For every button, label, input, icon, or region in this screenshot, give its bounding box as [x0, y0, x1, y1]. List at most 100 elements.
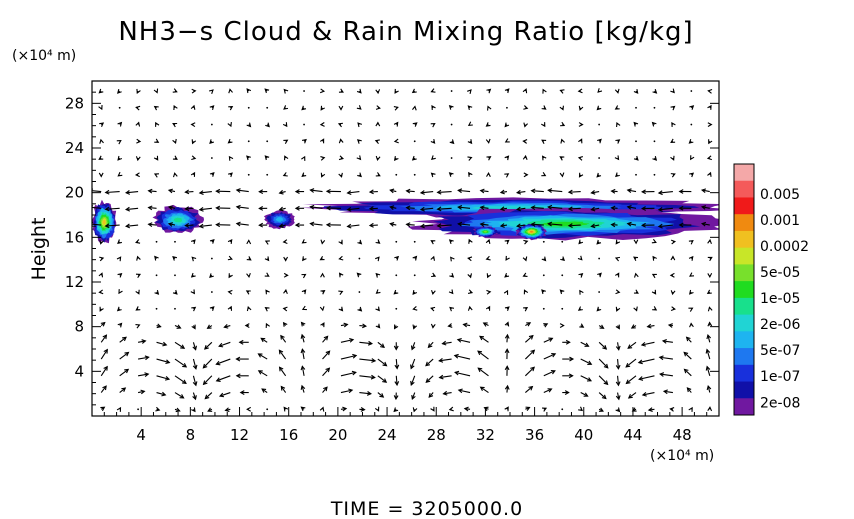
wind-arrow-head — [626, 221, 632, 227]
wind-arrow-head — [374, 406, 380, 412]
wind-arrow — [524, 366, 535, 377]
wind-arrow — [598, 358, 609, 369]
wind-arrow-head — [135, 105, 141, 111]
wind-arrow — [701, 223, 710, 226]
wind-arrow-head — [228, 88, 233, 94]
wind-arrow — [428, 341, 434, 348]
wind-arrow-head — [567, 206, 573, 212]
wind-arrow-head — [278, 189, 284, 195]
wind-arrow-head — [393, 106, 399, 111]
colorbar: 0.005 0.001 0.0002 5e-05 1e-05 2e-06 5e-07 1e-0… — [733, 163, 809, 416]
wind-arrow-head — [412, 407, 418, 413]
wind-arrow — [203, 375, 213, 385]
wind-arrow-head — [116, 139, 122, 145]
wind-arrow-head — [356, 88, 362, 94]
wind-arrow-head — [215, 377, 221, 382]
x-tick-label: 8 — [186, 426, 196, 444]
wind-arrow-head — [319, 306, 325, 312]
wind-arrow-head — [162, 341, 168, 347]
wind-arrow-head — [706, 334, 712, 340]
wind-arrow-head — [357, 239, 363, 245]
wind-arrow-head — [449, 272, 455, 278]
wind-arrow-head — [284, 155, 289, 161]
wind-arrow — [347, 191, 360, 194]
wind-arrow-head — [579, 323, 585, 328]
x-tick-label: 16 — [279, 426, 298, 444]
wind-arrow-head — [300, 384, 306, 390]
wind-arrow-head — [375, 105, 381, 110]
wind-arrow-head — [338, 290, 344, 295]
wind-arrow-head — [227, 305, 233, 311]
wind-arrow-head — [603, 363, 609, 369]
wind-arrow-head — [522, 272, 528, 277]
wind-dot — [358, 257, 361, 260]
wind-arrow — [477, 350, 489, 360]
wind-arrow-head — [577, 156, 583, 161]
wind-arrow-head — [405, 205, 411, 211]
wind-arrow-head — [686, 387, 692, 393]
wind-arrow-head — [278, 366, 284, 372]
wind-arrow-head — [547, 388, 553, 393]
wind-dot — [155, 307, 158, 310]
wind-arrow-head — [209, 273, 214, 279]
colorbar-swatch — [734, 348, 754, 366]
wind-arrow-head — [551, 353, 557, 358]
wind-dot — [155, 274, 158, 277]
wind-arrow-head — [393, 121, 399, 127]
wind-arrow-head — [215, 188, 221, 194]
wind-arrow-head — [685, 336, 691, 342]
wind-arrow-head — [706, 289, 712, 295]
wind-arrow — [420, 224, 434, 227]
wind-dot — [395, 307, 398, 310]
wind-arrow-head — [99, 138, 104, 144]
wind-arrow-head — [227, 138, 233, 144]
wind-arrow-head — [246, 122, 252, 128]
wind-arrow-head — [161, 391, 167, 397]
wind-arrow-head — [379, 393, 385, 398]
wind-dot — [561, 408, 564, 411]
wind-arrow-head — [688, 255, 694, 261]
wind-arrow-head — [448, 239, 454, 245]
wind-arrow-head — [147, 222, 153, 227]
wind-arrow-head — [283, 139, 289, 144]
wind-arrow-head — [596, 306, 602, 312]
wind-arrow-head — [184, 189, 190, 195]
wind-arrow-head — [559, 172, 565, 178]
wind-arrow — [148, 223, 157, 226]
wind-arrow-head — [615, 345, 621, 351]
wind-arrow — [202, 358, 213, 369]
wind-arrow — [625, 358, 637, 368]
wind-arrow-head — [615, 139, 621, 144]
wind-arrow-head — [246, 272, 251, 279]
wind-arrow-head — [198, 223, 204, 229]
wind-arrow — [439, 375, 452, 379]
wind-arrow-head — [319, 88, 326, 94]
wind-arrow — [706, 366, 711, 376]
wind-arrow — [174, 341, 185, 349]
wind-arrow-head — [637, 359, 643, 365]
wind-arrow-head — [522, 88, 528, 94]
wind-arrow-head — [264, 307, 270, 312]
wind-arrow-head — [615, 289, 621, 295]
wind-arrow-head — [156, 323, 162, 329]
wind-arrow-head — [172, 289, 178, 295]
wind-dot — [653, 140, 656, 143]
wind-arrow-head — [370, 374, 376, 380]
wind-arrow-head — [325, 188, 331, 194]
wind-arrow — [199, 191, 212, 194]
wind-arrow-head — [486, 88, 492, 94]
wind-arrow-head — [235, 373, 241, 379]
wind-arrow-head — [338, 255, 344, 261]
wind-dot — [653, 106, 656, 109]
wind-arrow-head — [652, 88, 658, 94]
wind-arrow-head — [98, 172, 104, 178]
wind-arrow-head — [523, 105, 529, 110]
wind-arrow-head — [568, 373, 574, 379]
wind-arrow-head — [209, 105, 215, 111]
wind-arrow-head — [614, 105, 620, 110]
wind-arrow-head — [541, 171, 547, 177]
wind-arrow-head — [375, 256, 380, 262]
wind-arrow-head — [412, 290, 418, 295]
wind-arrow-head — [124, 190, 131, 195]
plot-background — [92, 81, 719, 416]
